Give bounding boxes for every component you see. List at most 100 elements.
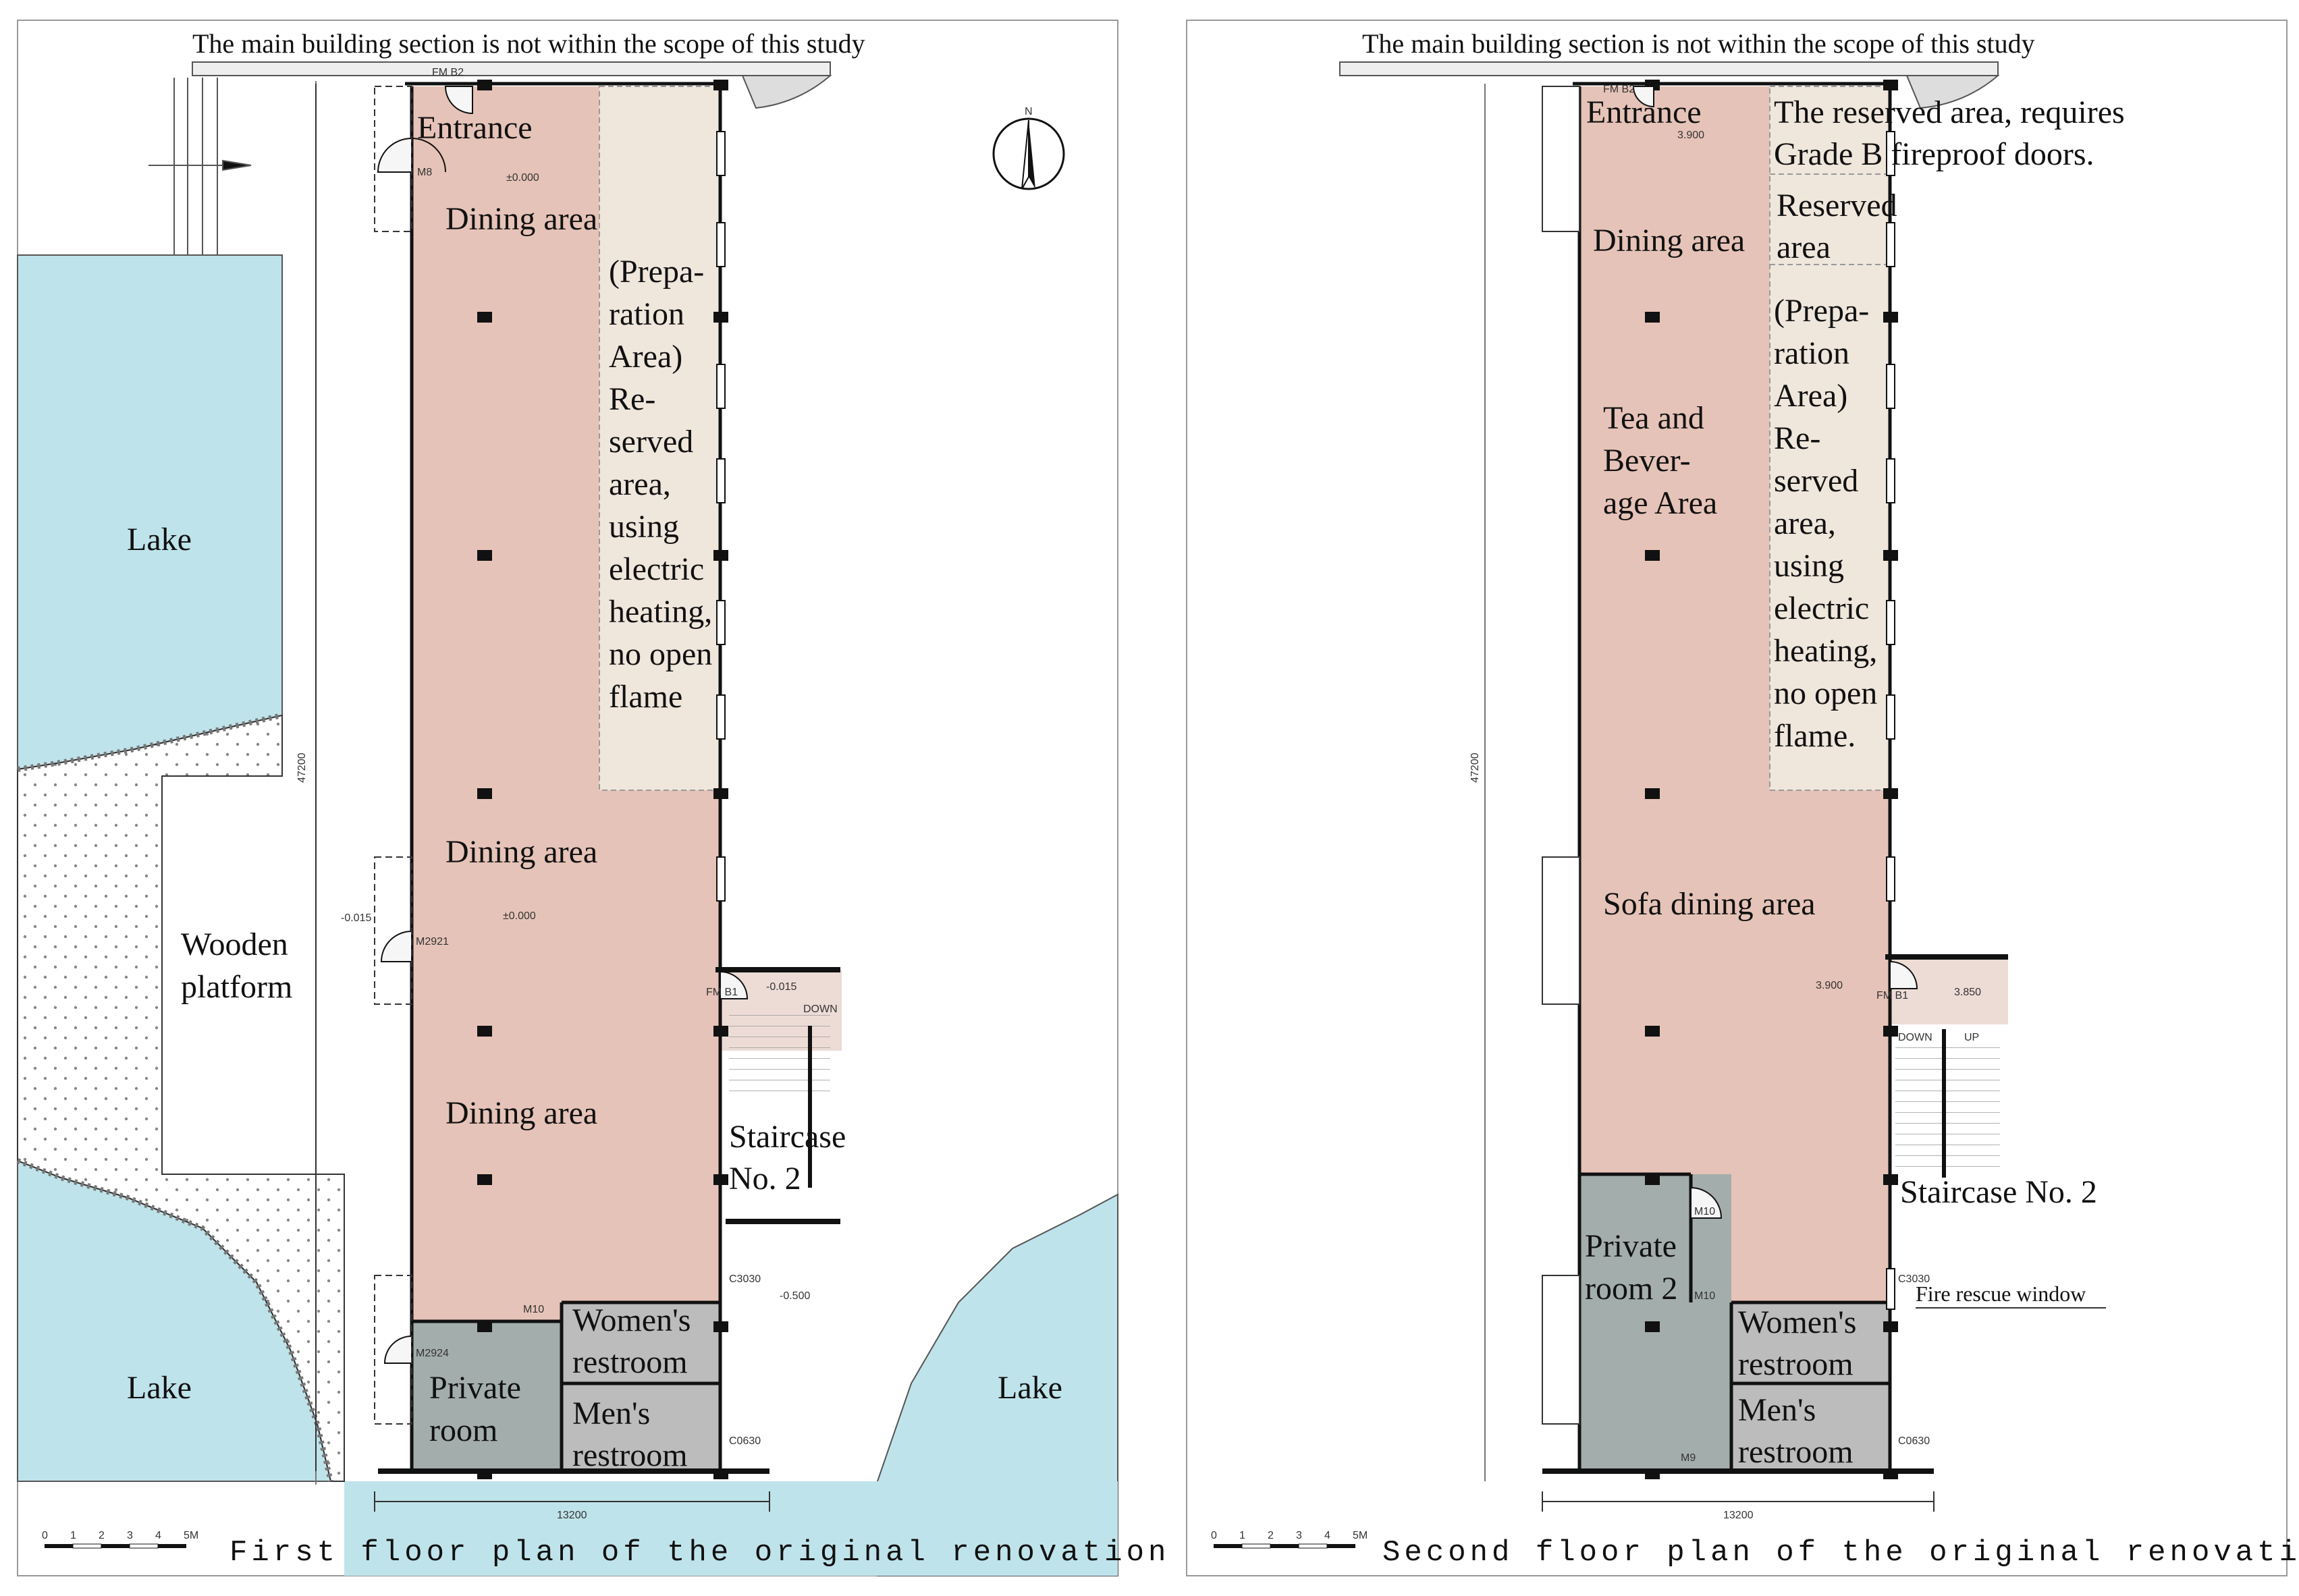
mens-restroom-label-2: Men's restroom <box>1738 1392 1854 1470</box>
svg-text:Private: Private <box>429 1370 521 1406</box>
svg-text:1: 1 <box>70 1530 76 1541</box>
svg-text:restroom: restroom <box>572 1344 688 1380</box>
svg-text:2: 2 <box>1268 1530 1274 1541</box>
womens-restroom-label: Women's restroom <box>572 1302 691 1380</box>
private-room-label: Private room <box>429 1370 521 1448</box>
svg-text:1: 1 <box>1239 1530 1245 1541</box>
lake-label-right: Lake <box>998 1370 1062 1406</box>
north-arrow-icon: N <box>992 106 1065 190</box>
svg-text:0: 0 <box>42 1530 48 1541</box>
svg-text:Bever-: Bever- <box>1603 443 1691 478</box>
svg-text:M8: M8 <box>417 167 432 178</box>
svg-text:Wooden: Wooden <box>181 927 288 962</box>
svg-text:5M: 5M <box>184 1530 198 1541</box>
main-building-strip-2 <box>1339 61 1999 76</box>
dining-area-label-1: Dining area <box>445 201 597 237</box>
dimension-width-text-2: 13200 <box>1723 1510 1754 1521</box>
mens-restroom-zone-2 <box>1731 1383 1890 1471</box>
svg-text:3.900: 3.900 <box>1816 980 1843 991</box>
svg-text:-0.500: -0.500 <box>780 1290 810 1302</box>
svg-text:M2924: M2924 <box>416 1348 449 1359</box>
bridge <box>148 78 252 255</box>
svg-text:M10: M10 <box>523 1304 544 1315</box>
reserved-area-label: (Prepa- ration Area) Re- served area, us… <box>609 254 712 715</box>
svg-text:restroom: restroom <box>572 1437 688 1473</box>
scope-note: The main building section is not within … <box>192 28 865 59</box>
womens-restroom-label-2: Women's restroom <box>1738 1304 1856 1382</box>
svg-text:flame: flame <box>609 679 682 715</box>
columns-2 <box>1645 80 1898 1479</box>
svg-text:using: using <box>609 509 679 545</box>
balcony-boxes <box>1542 86 1580 1425</box>
staircase-label: Staircase No. 2 <box>729 1119 846 1196</box>
svg-text:-0.015: -0.015 <box>766 981 796 993</box>
main-building-arc-2 <box>1905 75 2000 109</box>
svg-text:M10: M10 <box>1694 1290 1715 1302</box>
dimension-width <box>374 1491 770 1512</box>
svg-text:C0630: C0630 <box>729 1435 761 1447</box>
door-codes: FM B2 M8 M2921 M2924 M10 FM B1 C3030 C06… <box>416 67 838 1447</box>
svg-text:heating,: heating, <box>1774 633 1877 669</box>
reserved-note-label: The reserved area, requires Grade B fire… <box>1774 94 2125 172</box>
door-codes-2: FM B2 FM B1 M10 M10 M9 C3030 C0630 DOWN … <box>1603 84 1979 1464</box>
womens-restroom-zone-2 <box>1731 1302 1890 1383</box>
svg-text:C3030: C3030 <box>729 1273 761 1285</box>
svg-text:UP: UP <box>1964 1032 1979 1043</box>
svg-text:M2921: M2921 <box>416 936 449 947</box>
svg-text:M10: M10 <box>1694 1206 1715 1217</box>
dimension-width-text: 13200 <box>557 1510 587 1521</box>
svg-text:Area): Area) <box>609 339 682 375</box>
svg-text:The reserved area, requires: The reserved area, requires <box>1774 94 2125 130</box>
svg-text:Area): Area) <box>1774 378 1847 414</box>
platform-edge-hatch <box>17 713 283 772</box>
level-marks-2: 3.900 3.900 3.850 <box>1677 130 1981 998</box>
svg-text:ration: ration <box>1774 335 1849 371</box>
level-marks: ±0.000 ±0.000 -0.015 -0.015 -0.500 <box>341 172 810 1302</box>
svg-text:Staircase: Staircase <box>729 1119 846 1155</box>
svg-text:0: 0 <box>1211 1530 1217 1541</box>
svg-text:no open: no open <box>609 636 712 672</box>
svg-text:restroom: restroom <box>1738 1346 1854 1382</box>
svg-text:2: 2 <box>99 1530 105 1541</box>
svg-text:Women's: Women's <box>572 1302 691 1338</box>
svg-text:FM B2: FM B2 <box>1603 84 1635 95</box>
svg-text:Men's: Men's <box>1738 1392 1816 1428</box>
mens-restroom-label: Men's restroom <box>572 1396 688 1473</box>
first-floor-plan: The main building section is not within … <box>16 20 1319 1576</box>
svg-text:Re-: Re- <box>609 381 655 417</box>
svg-text:no open: no open <box>1774 676 1877 711</box>
reserved-small-label: Reserved area <box>1777 188 1897 265</box>
reserved-zone <box>599 86 722 791</box>
private-room-2-label: Private room 2 <box>1585 1228 1677 1306</box>
dining-area-label-3: Dining area <box>445 1095 597 1131</box>
svg-text:area,: area, <box>1774 505 1836 541</box>
svg-text:DOWN: DOWN <box>1898 1032 1932 1043</box>
svg-text:3.850: 3.850 <box>1954 987 1981 998</box>
scope-note-2: The main building section is not within … <box>1362 28 2035 59</box>
svg-text:Grade B fireproof doors.: Grade B fireproof doors. <box>1774 136 2094 172</box>
svg-text:area,: area, <box>609 466 671 502</box>
staircase-zone-2 <box>1890 957 2008 1024</box>
svg-text:Men's: Men's <box>572 1396 650 1431</box>
svg-text:electric: electric <box>609 551 704 587</box>
svg-text:4: 4 <box>155 1530 161 1541</box>
svg-text:3.900: 3.900 <box>1677 130 1704 141</box>
svg-text:area: area <box>1777 229 1831 265</box>
main-building-strip <box>192 61 831 76</box>
svg-text:age Area: age Area <box>1603 485 1717 521</box>
windows <box>716 131 726 902</box>
svg-text:5M: 5M <box>1353 1530 1368 1541</box>
svg-text:FM B1: FM B1 <box>706 987 738 998</box>
private-room-zone <box>412 1321 562 1471</box>
svg-text:restroom: restroom <box>1738 1434 1854 1470</box>
svg-text:M9: M9 <box>1681 1452 1696 1464</box>
lake-bottom-strip <box>344 1481 1118 1576</box>
svg-text:using: using <box>1774 548 1844 584</box>
svg-text:Re-: Re- <box>1774 420 1820 456</box>
svg-text:No. 2: No. 2 <box>729 1161 801 1196</box>
svg-text:FM B1: FM B1 <box>1876 990 1908 1001</box>
dining-area-label-2: Dining area <box>445 834 597 870</box>
dimension-height-text-2: 47200 <box>1469 752 1481 783</box>
svg-text:heating,: heating, <box>609 594 712 630</box>
